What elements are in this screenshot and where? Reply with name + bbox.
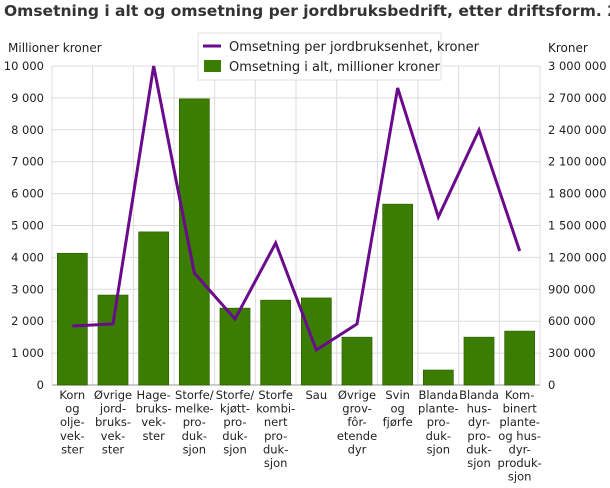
- x-tick-label: Storfe kombi-nert pro-duk-sjon: [256, 388, 295, 470]
- x-tick-label: Sau: [306, 388, 328, 402]
- bar: [341, 336, 373, 386]
- y-tick-right: 2 100 000: [548, 155, 607, 169]
- y-tick-left: 5 000: [11, 219, 44, 233]
- x-tick-label: Korn og olje-vek-ster: [59, 388, 85, 456]
- bar: [300, 297, 332, 386]
- y-tick-left: 0: [37, 378, 44, 392]
- bar: [260, 299, 292, 386]
- x-tick-label: Storfe/kjøtt-pro-duk-sjon: [216, 388, 255, 456]
- legend-box: [197, 32, 442, 81]
- x-tick-label: Svin og fjørfe: [383, 388, 413, 429]
- y-tick-left: 9 000: [11, 91, 44, 105]
- y-tick-left: 7 000: [11, 155, 44, 169]
- bar: [56, 252, 88, 386]
- y-tick-right: 300 000: [548, 346, 596, 360]
- y-tick-left: 6 000: [11, 187, 44, 201]
- y-tick-right: 2 700 000: [548, 91, 607, 105]
- legend-label: Omsetning per jordbruksenhet, kroner: [229, 40, 480, 55]
- legend-bar-swatch: [204, 60, 221, 72]
- bar: [178, 98, 210, 386]
- bar: [138, 231, 170, 386]
- x-tick-label: Blanda hus-dyr-pro-duk-sjon: [459, 388, 499, 470]
- y-tick-right: 900 000: [548, 282, 596, 296]
- bar: [463, 336, 495, 386]
- y-tick-right: 2 400 000: [548, 123, 607, 137]
- chart-title: Omsetning i alt og omsetning per jordbru…: [4, 2, 610, 20]
- left-axis-label: Millioner kroner: [8, 41, 102, 55]
- y-tick-right: 600 000: [548, 314, 596, 328]
- y-tick-left: 1 000: [11, 346, 44, 360]
- y-tick-right: 1 500 000: [548, 219, 607, 233]
- y-tick-left: 3 000: [11, 282, 44, 296]
- x-tick-label: Øvrige jord-bruks-vek-ster: [94, 388, 132, 456]
- x-tick-label: Storfe/melke-pro-duk-sjon: [175, 388, 214, 456]
- x-tick-label: Blanda plante-pro-duk-sjon: [418, 388, 459, 456]
- line-series: [72, 65, 522, 353]
- bar: [97, 294, 129, 386]
- x-tick-label: Kom-binert plante-og hus-dyr-produk-sjon: [498, 388, 542, 484]
- y-tick-left: 8 000: [11, 123, 44, 137]
- right-axis-label: Kroner: [548, 41, 588, 55]
- y-tick-left: 10 000: [4, 59, 44, 73]
- y-tick-right: 0: [548, 378, 555, 392]
- bar: [382, 203, 414, 386]
- y-tick-left: 2 000: [11, 314, 44, 328]
- bar: [504, 330, 536, 386]
- y-tick-right: 3 000 000: [548, 59, 607, 73]
- x-tick-label: Øvrige grov-fôr-etende dyr: [337, 388, 377, 456]
- legend-label: Omsetning i alt, millioner kroner: [229, 60, 440, 75]
- x-tick-label: Hage-bruks-vek-ster: [136, 388, 172, 443]
- y-tick-right: 1 200 000: [548, 250, 607, 264]
- y-tick-left: 4 000: [11, 250, 44, 264]
- bar: [422, 369, 454, 386]
- y-tick-right: 1 800 000: [548, 187, 607, 201]
